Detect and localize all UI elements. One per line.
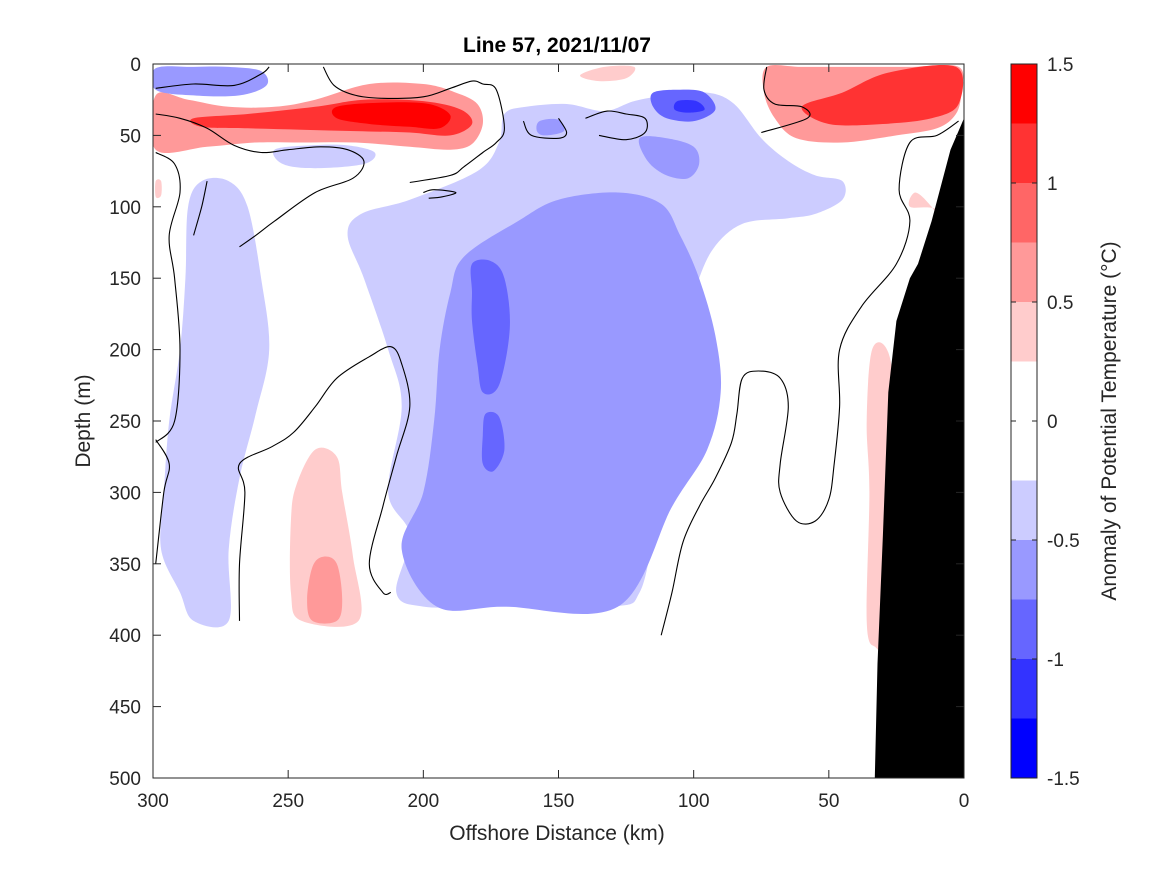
y-tick-label: 400 [109,626,141,647]
y-tick-label: 50 [120,126,141,147]
y-tick-label: 450 [109,698,141,719]
colorbar-tick-label: -0.5 [1047,531,1080,552]
contour-region-surface-cold-patch-nw [153,66,269,97]
contour-region-warm-west-edge [155,179,162,199]
zero-contour-line [237,346,411,621]
colorbar-swatch [1011,64,1037,124]
y-tick-label: 250 [109,412,141,433]
colorbar-tick-label: 0 [1047,412,1058,433]
zero-contours [155,66,959,636]
zero-contour-line [322,66,505,184]
y-axis-label: Depth (m) [72,374,95,467]
x-tick-label: 150 [543,791,575,812]
colorbar-swatch [1011,302,1037,362]
colorbar: 1.5 1 0.5 0 -0.5 -1 -1.5 [1010,55,1080,790]
plot-axes: 300 250 200 150 100 50 00501001502002503003504… [109,55,969,812]
x-tick-label: 50 [818,791,839,812]
chart-title: Line 57, 2021/11/07 [463,34,651,57]
land-bathymetry [874,118,964,778]
colorbar-swatch [1011,480,1037,540]
zero-contour-line [155,152,181,443]
colorbar-swatch [1011,361,1037,421]
y-tick-label: 350 [109,555,141,576]
zero-contour-line [155,113,365,248]
colorbar-tick-label: -1 [1047,650,1064,671]
colorbar-swatch [1011,540,1037,600]
contour-region-surface-warm-small-east [580,65,636,82]
contour-region-cold-finger-upper [638,136,700,179]
x-tick-label: 0 [959,791,970,812]
contour-region-cold-finger-max-inner [673,100,705,113]
zero-contour-line [522,118,568,139]
colorbar-tick-label: 1 [1047,174,1058,195]
colorbar-swatch [1011,242,1037,302]
zero-contour-line [155,66,270,89]
contour-region-cold-intense-core-2 [481,411,505,472]
colorbar-tick-label: -1.5 [1047,769,1080,790]
colorbar-swatch [1011,718,1037,778]
y-tick-label: 100 [109,198,141,219]
colorbar-swatch [1011,599,1037,659]
plot-area [153,64,964,778]
x-tick-label: 250 [272,791,304,812]
contour-region-surface-warm-max-west [331,102,451,129]
x-tick-label: 200 [407,791,439,812]
colorbar-tick-label: 0.5 [1047,293,1073,314]
zero-contour-line [423,189,457,199]
contour-region-warm-deep-west [289,447,362,627]
contour-region-cold-channel-west [160,177,270,628]
contour-region-cold-patch-small [536,118,565,136]
zero-contour-line [155,439,171,564]
colorbar-label: Anomaly of Potential Temperature (°C) [1098,241,1121,600]
x-axis-label: Offshore Distance (km) [449,822,665,845]
y-tick-label: 300 [109,483,141,504]
x-tick-label: 100 [678,791,710,812]
colorbar-swatch [1011,421,1037,481]
contour-region-warm-shelf-upper [908,192,951,236]
zero-contour-line [193,180,208,236]
x-tick-label: 300 [137,791,169,812]
land-mask [874,118,964,778]
colorbar-swatch [1011,659,1037,719]
contour-region-warm-deep-west-core [307,556,343,624]
zero-contour-line [761,66,811,134]
colorbar-tick-label: 1.5 [1047,55,1073,76]
y-tick-label: 150 [109,269,141,290]
y-tick-label: 500 [109,769,141,790]
y-tick-label: 200 [109,341,141,362]
y-tick-label: 0 [130,55,141,76]
zero-contour-line [585,110,648,141]
colorbar-swatch [1011,183,1037,243]
contour-region-surface-warm-core-east [801,64,964,126]
contour-region-cold-intense-core-1 [470,259,510,395]
zero-contour-line [660,120,959,636]
colorbar-swatch [1011,123,1037,183]
